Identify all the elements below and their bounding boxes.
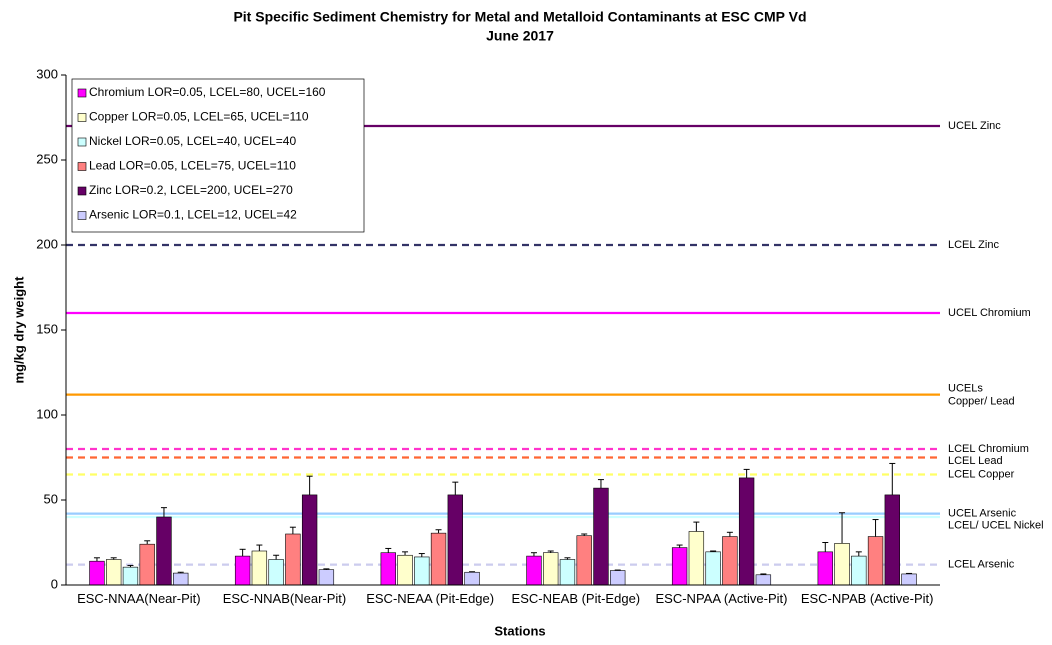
legend-box (71, 78, 365, 233)
bar (268, 559, 284, 586)
bar (464, 571, 480, 586)
x-tick-label-box: ESC-NPAA (Active-Pit) (655, 591, 788, 606)
bar (705, 551, 721, 586)
bar (738, 477, 755, 586)
reference-label: UCEL Arsenic (948, 508, 1017, 520)
legend-swatch (77, 137, 87, 147)
legend-label: Lead LOR=0.05, LCEL=75, UCEL=110 (89, 159, 296, 173)
x-tick-label: ESC-NPAA (Active-Pit) (655, 591, 788, 606)
bar (884, 494, 900, 586)
x-tick-label: ESC-NNAB(Near-Pit) (222, 591, 347, 606)
reference-label: LCEL Arsenic (948, 559, 1015, 571)
x-axis-label: Stations (494, 623, 545, 638)
reference-label: LCEL Copper (948, 468, 1015, 480)
bar (251, 550, 268, 586)
bar (559, 559, 576, 586)
y-tick-label: 50 (44, 491, 58, 506)
bar (526, 555, 542, 586)
reference-label: UCEL Chromium (948, 307, 1031, 319)
bar (89, 560, 105, 586)
legend-swatch (77, 113, 87, 122)
y-tick-label: 0 (51, 576, 58, 591)
bar (817, 551, 833, 586)
bar (543, 552, 559, 586)
bar (173, 572, 189, 586)
bar (610, 570, 626, 586)
reference-label: Copper/ Lead (948, 396, 1015, 408)
legend-label: Nickel LOR=0.05, LCEL=40, UCEL=40 (89, 134, 296, 148)
x-tick-label: ESC-NNAA(Near-Pit) (77, 591, 201, 606)
x-tick-label: ESC-NEAB (Pit-Edge) (511, 591, 641, 606)
x-tick-label-box: ESC-NNAA(Near-Pit) (77, 591, 201, 606)
bar (834, 543, 850, 586)
x-tick-label: ESC-NPAB (Active-Pit) (800, 591, 934, 606)
bar (380, 552, 396, 586)
legend-label: Zinc LOR=0.2, LCEL=200, UCEL=270 (89, 183, 293, 197)
bar (576, 535, 592, 586)
y-tick-label: 200 (36, 236, 58, 251)
bar (430, 532, 447, 586)
bar (722, 536, 738, 586)
chart-subtitle: June 2017 (486, 28, 554, 44)
x-tick-label-box: ESC-NEAB (Pit-Edge) (511, 591, 641, 606)
x-tick-label-box: ESC-NNAB(Near-Pit) (222, 591, 347, 606)
legend-swatch (77, 186, 87, 196)
bar (139, 543, 155, 586)
y-tick-label: 300 (36, 66, 58, 81)
bar (688, 531, 705, 586)
bar (122, 566, 139, 586)
reference-label: LCEL/ UCEL Nickel (948, 520, 1044, 532)
legend-label: Copper LOR=0.05, LCEL=65, UCEL=110 (89, 110, 309, 124)
bar (593, 487, 609, 586)
y-tick-label: 250 (36, 151, 58, 166)
bar (156, 516, 172, 586)
legend-swatch (77, 162, 87, 171)
bar (671, 547, 688, 586)
chart-title: Pit Specific Sediment Chemistry for Meta… (233, 9, 806, 25)
bar (447, 494, 463, 586)
x-tick-label-box: ESC-NEAA (Pit-Edge) (366, 591, 495, 606)
reference-label: UCELs (948, 383, 983, 395)
bar (234, 555, 251, 586)
reference-label: LCEL Lead (948, 455, 1003, 467)
bar (397, 554, 413, 586)
x-tick-label-box: ESC-NPAB (Active-Pit) (800, 591, 934, 606)
bar (755, 574, 772, 586)
bar (318, 569, 335, 586)
legend-swatch (77, 88, 87, 98)
bar (901, 573, 917, 586)
bar (106, 559, 122, 586)
x-tick-label: ESC-NEAA (Pit-Edge) (366, 591, 495, 606)
bar (285, 533, 301, 586)
bar (414, 556, 430, 586)
bar (851, 555, 867, 586)
legend-swatch (77, 211, 87, 220)
y-axis-label: mg/kg dry weight (11, 276, 26, 384)
y-tick-label: 150 (36, 321, 58, 336)
legend-label: Chromium LOR=0.05, LCEL=80, UCEL=160 (89, 85, 326, 99)
reference-label: LCEL Chromium (948, 443, 1029, 455)
bar (301, 494, 318, 586)
reference-label: UCEL Zinc (948, 120, 1001, 132)
legend-label: Arsenic LOR=0.1, LCEL=12, UCEL=42 (89, 208, 297, 222)
y-tick-label: 100 (36, 406, 58, 421)
reference-label: LCEL Zinc (948, 239, 999, 251)
bar (867, 536, 884, 586)
